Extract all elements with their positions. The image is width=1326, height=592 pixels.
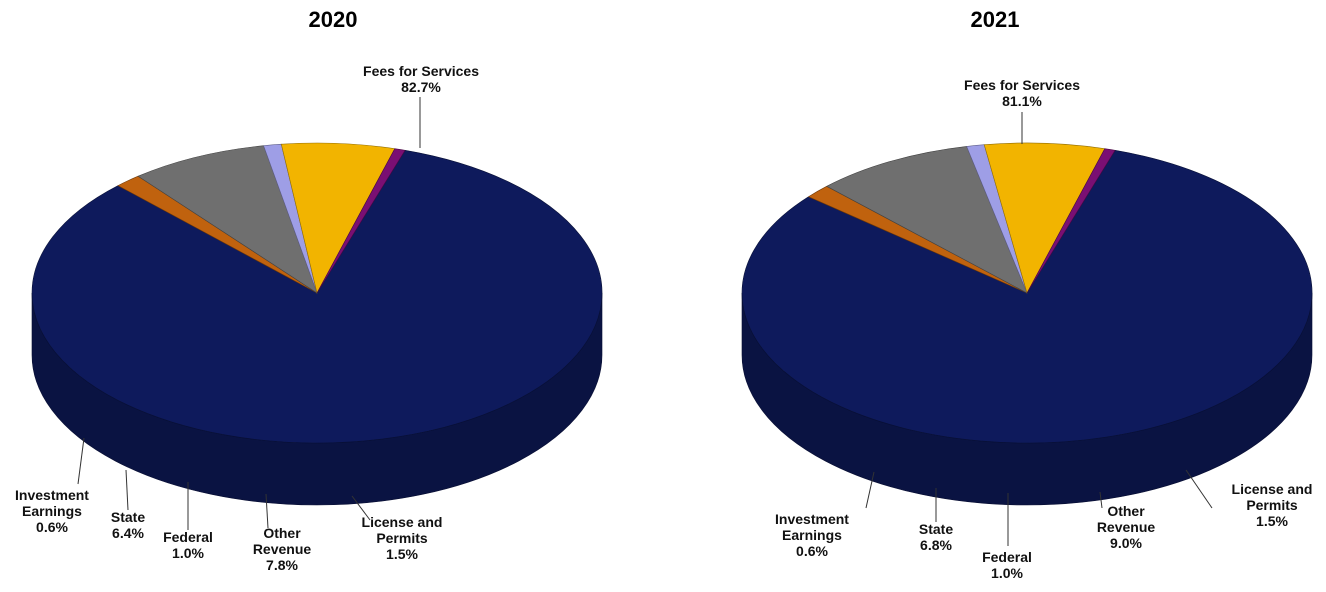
pie-slice-other-revenue — [137, 145, 318, 294]
slice-label-other-revenue: Other Revenue 7.8% — [253, 525, 312, 573]
slice-label-license-and-permits: License and Permits 1.5% — [362, 514, 443, 562]
pie-slice-state — [280, 142, 396, 294]
chart-title: 2021 — [971, 7, 1020, 32]
slice-label-license-and-permits: License and Permits 1.5% — [1232, 481, 1313, 529]
slice-label-investment-earnings: Investment Earnings 0.6% — [775, 511, 849, 559]
pie-slice-state — [983, 142, 1106, 294]
pie-slice-fees-for-services — [31, 149, 603, 444]
leader-line-license-and-permits — [351, 495, 371, 521]
slice-label-state: State 6.4% — [111, 509, 145, 541]
leader-line-other-revenue — [265, 493, 269, 529]
slice-label-federal: Federal 1.0% — [163, 529, 213, 561]
pie-chart-2021: 2021 Fees for Services 81.1% License and Per… — [741, 7, 1313, 581]
leader-line-investment-earnings — [77, 437, 85, 485]
leader-line-other-revenue — [1099, 491, 1103, 509]
leader-line-license-and-permits — [1185, 469, 1213, 509]
pie-slice-fees-for-services — [741, 149, 1313, 444]
pie-slice-investment-earnings — [316, 148, 406, 294]
pie-chart-2020: 2020 Fees for Services 82.7% License and Per… — [15, 7, 603, 573]
pie-slice-investment-earnings — [1026, 148, 1116, 294]
slice-label-investment-earnings: Investment Earnings 0.6% — [15, 487, 89, 535]
leader-line-investment-earnings — [865, 471, 875, 509]
slice-label-fees-for-services: Fees for Services 82.7% — [363, 63, 479, 95]
chart-title: 2020 — [309, 7, 358, 32]
slice-label-other-revenue: Other Revenue 9.0% — [1097, 503, 1156, 551]
slice-label-fees-for-services: Fees for Services 81.1% — [964, 77, 1080, 109]
pie-slice-other-revenue — [826, 146, 1028, 294]
slice-label-state: State 6.8% — [919, 521, 953, 553]
leader-line-state — [125, 469, 129, 511]
slice-label-federal: Federal 1.0% — [982, 549, 1032, 581]
